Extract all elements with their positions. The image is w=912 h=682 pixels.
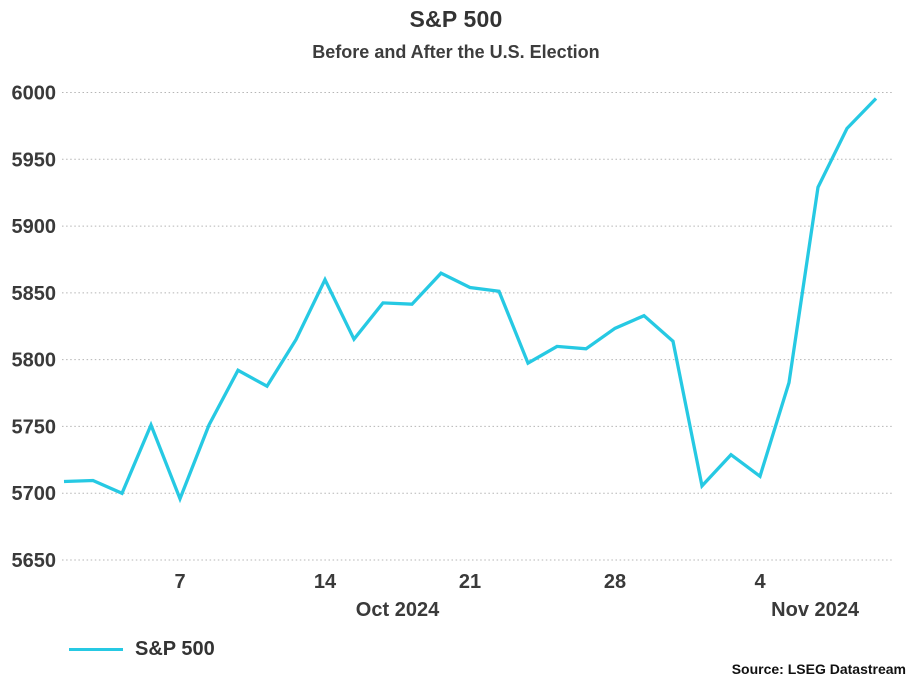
chart-title: S&P 500 xyxy=(409,6,503,32)
legend: S&P 500 xyxy=(69,638,215,661)
x-tick-label: 4 xyxy=(754,571,766,593)
x-tick-label: 28 xyxy=(604,571,626,593)
source-credit: Source: LSEG Datastream xyxy=(731,661,906,677)
x-tick-label: 21 xyxy=(459,571,481,593)
y-tick-label: 5850 xyxy=(12,283,57,305)
chart-subtitle: Before and After the U.S. Election xyxy=(312,42,600,62)
y-tick-label: 5800 xyxy=(12,350,57,372)
x-tick-label: 7 xyxy=(174,571,185,593)
x-tick-label: 14 xyxy=(314,571,337,593)
y-tick-label: 6000 xyxy=(12,83,57,105)
y-tick-label: 5950 xyxy=(12,149,57,171)
x-axis-month-label: Nov 2024 xyxy=(771,599,860,621)
legend-line-swatch xyxy=(69,648,123,651)
legend-label: S&P 500 xyxy=(135,638,215,660)
y-tick-label: 5750 xyxy=(12,416,57,438)
x-axis-month-label: Oct 2024 xyxy=(356,599,440,621)
y-tick-label: 5700 xyxy=(12,483,57,505)
y-tick-label: 5650 xyxy=(12,550,57,572)
y-tick-label: 5900 xyxy=(12,216,57,238)
sp500-series-line xyxy=(63,97,878,504)
